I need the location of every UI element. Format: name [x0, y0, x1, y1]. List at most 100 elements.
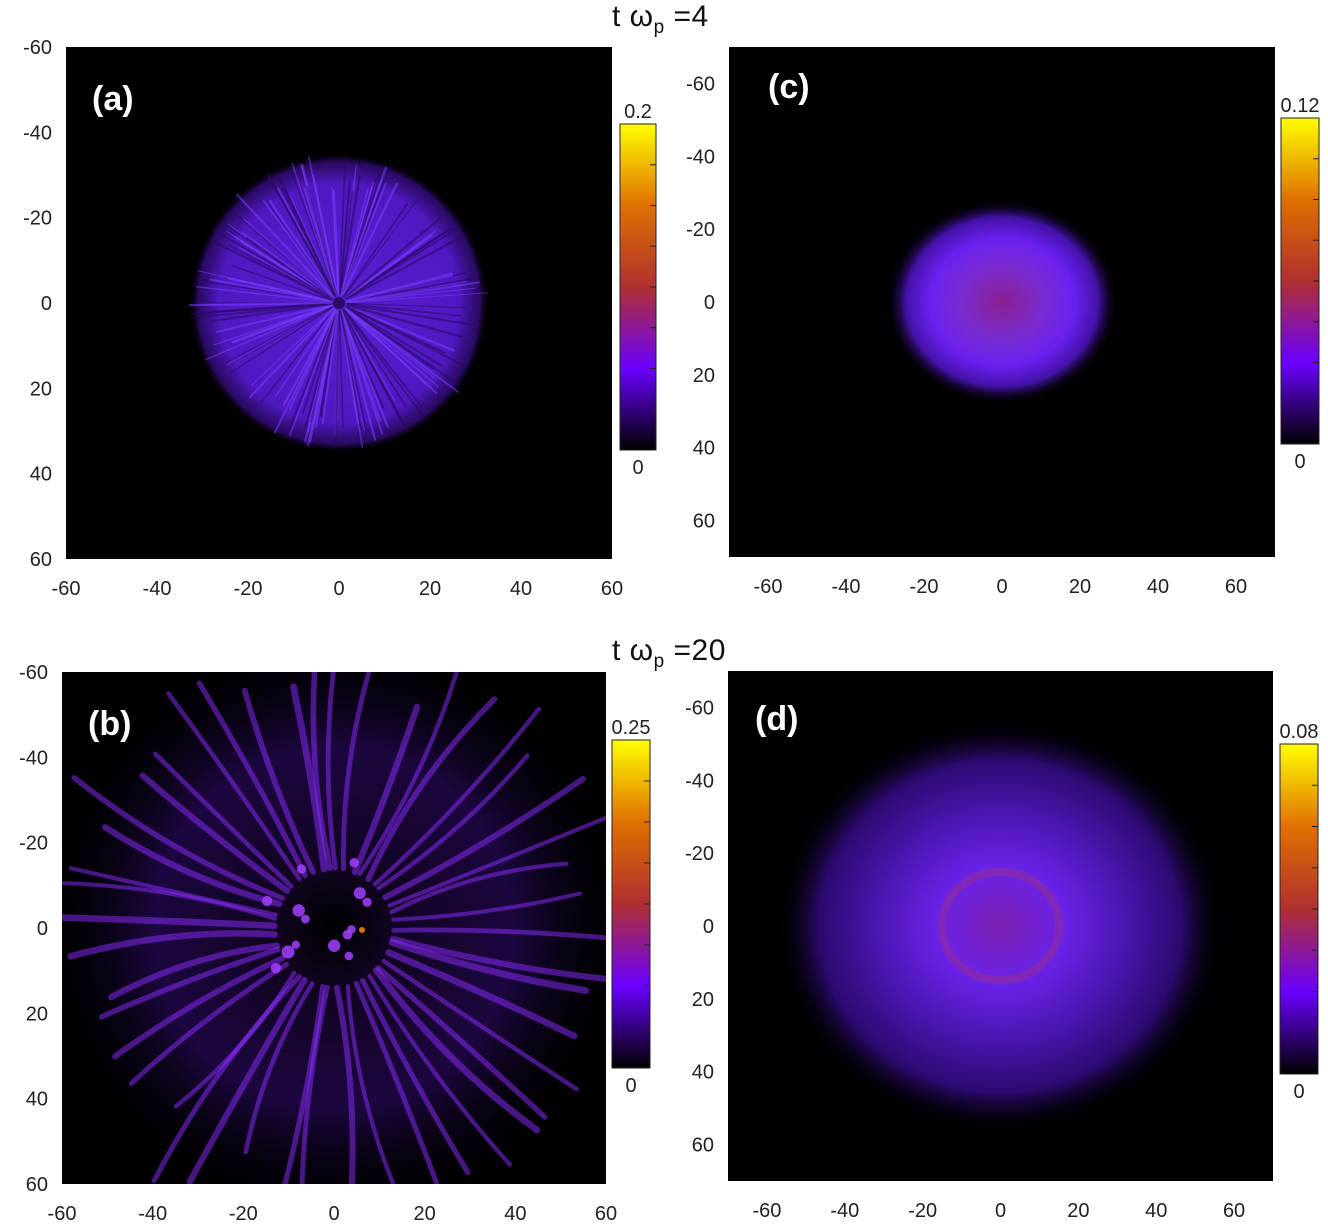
panel-label: (b)	[88, 705, 131, 743]
row-title-sub: p	[653, 17, 665, 38]
hot-spot	[362, 897, 372, 907]
filament	[341, 309, 404, 426]
filament	[333, 984, 356, 1184]
hot-spot	[270, 962, 282, 974]
filament	[299, 984, 330, 1184]
y-tick-label: -60	[23, 37, 52, 59]
filament	[213, 241, 333, 301]
filament	[67, 930, 278, 960]
filament	[346, 303, 482, 328]
filament	[68, 866, 278, 917]
y-tick-label: 40	[692, 1062, 714, 1084]
x-tick-label: -60	[52, 578, 81, 600]
filament	[268, 199, 336, 298]
filament	[186, 976, 308, 1184]
y-tick-label: -20	[685, 843, 714, 865]
filament	[243, 981, 315, 1155]
filament	[382, 775, 586, 901]
filament	[225, 230, 333, 300]
filament	[288, 309, 338, 437]
panel-label: (d)	[755, 700, 798, 738]
filament	[339, 179, 351, 296]
x-tick-label: 60	[1225, 576, 1247, 598]
heatmap-image	[774, 718, 1227, 1134]
filament	[306, 185, 338, 296]
row-title-bottom: t ωp =20	[612, 634, 726, 673]
x-tick-label: -40	[143, 578, 172, 600]
filament	[340, 672, 372, 872]
filament	[357, 672, 459, 877]
filament	[288, 309, 337, 410]
x-tick-label: -20	[908, 1200, 937, 1222]
colorbar-max-label: 0.25	[612, 717, 651, 739]
x-tick-label: -20	[910, 576, 939, 598]
colorbar-min-label: 0	[632, 457, 643, 479]
filament	[209, 302, 332, 323]
filament	[310, 672, 333, 872]
filament	[98, 946, 281, 1020]
x-tick-label: 0	[995, 1200, 1006, 1222]
filament	[338, 157, 347, 296]
x-tick-label: 0	[328, 1203, 339, 1225]
colorbar-min-label: 0	[1293, 1081, 1304, 1103]
filament	[232, 304, 333, 344]
heatmap-panel: (c) -60 -40 -20 0 20 40 60 -60 -40 -20 0 20 40 60 0.12 0	[686, 47, 1320, 598]
x-tick-label: 40	[510, 578, 532, 600]
core-dip	[333, 297, 345, 309]
colorbar-max-label: 0.2	[624, 101, 652, 123]
filament	[360, 977, 471, 1175]
filament	[353, 980, 439, 1184]
row-title-suffix: =20	[664, 634, 726, 667]
y-tick-label: -40	[685, 770, 714, 792]
filament	[209, 278, 332, 303]
y-tick-label: 0	[37, 918, 48, 940]
x-tick-label: 40	[1145, 1200, 1167, 1222]
y-tick-label: 20	[693, 365, 715, 387]
filament	[339, 310, 368, 432]
filament	[250, 307, 334, 387]
y-tick-label: 20	[26, 1003, 48, 1025]
filament	[344, 230, 437, 300]
heatmap-image	[188, 152, 490, 454]
filament	[235, 193, 335, 299]
heatmap-image	[62, 672, 606, 1184]
y-tick-label: -40	[23, 122, 52, 144]
x-tick-label: 60	[595, 1203, 617, 1225]
x-tick-label: 20	[414, 1203, 436, 1225]
filament	[62, 881, 277, 921]
filament	[376, 753, 530, 891]
filament	[373, 966, 541, 1134]
x-tick-label: 20	[1069, 576, 1091, 598]
y-tick-label: -20	[686, 219, 715, 241]
filament	[346, 302, 466, 309]
filament	[242, 218, 334, 299]
y-tick-label: 20	[692, 989, 714, 1011]
filament	[345, 984, 396, 1184]
filament	[339, 310, 362, 430]
density-disc	[885, 199, 1119, 405]
filament	[334, 310, 340, 444]
filament	[340, 309, 385, 409]
x-tick-label: 20	[419, 578, 441, 600]
filament	[209, 306, 333, 377]
filament	[231, 264, 333, 302]
x-tick-label: 0	[996, 576, 1007, 598]
filament	[345, 303, 463, 338]
hot-spot	[281, 945, 295, 959]
filament	[344, 306, 460, 394]
filament	[306, 310, 339, 447]
colorbar	[1279, 743, 1319, 1075]
density-ring	[937, 867, 1064, 985]
filament	[290, 683, 328, 873]
filament	[196, 680, 308, 879]
filament	[224, 306, 333, 364]
y-tick-label: -20	[19, 833, 48, 855]
filament	[343, 307, 427, 385]
filament	[282, 309, 337, 407]
filament	[301, 309, 338, 414]
hot-spot	[296, 864, 307, 874]
y-tick-label: 0	[704, 292, 715, 314]
density-halo	[62, 672, 606, 1184]
filament	[166, 691, 302, 882]
filament	[388, 938, 590, 994]
